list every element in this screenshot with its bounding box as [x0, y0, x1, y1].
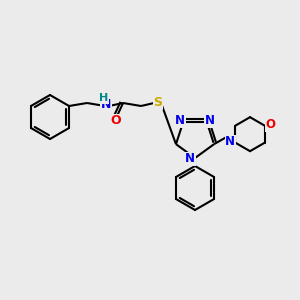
Text: H: H: [99, 93, 109, 103]
Text: N: N: [175, 114, 185, 127]
Text: N: N: [205, 114, 215, 127]
Text: N: N: [225, 135, 235, 148]
Text: N: N: [185, 152, 195, 166]
Text: O: O: [111, 115, 122, 128]
Text: S: S: [154, 97, 163, 110]
Text: O: O: [266, 118, 276, 131]
Text: N: N: [101, 98, 111, 112]
